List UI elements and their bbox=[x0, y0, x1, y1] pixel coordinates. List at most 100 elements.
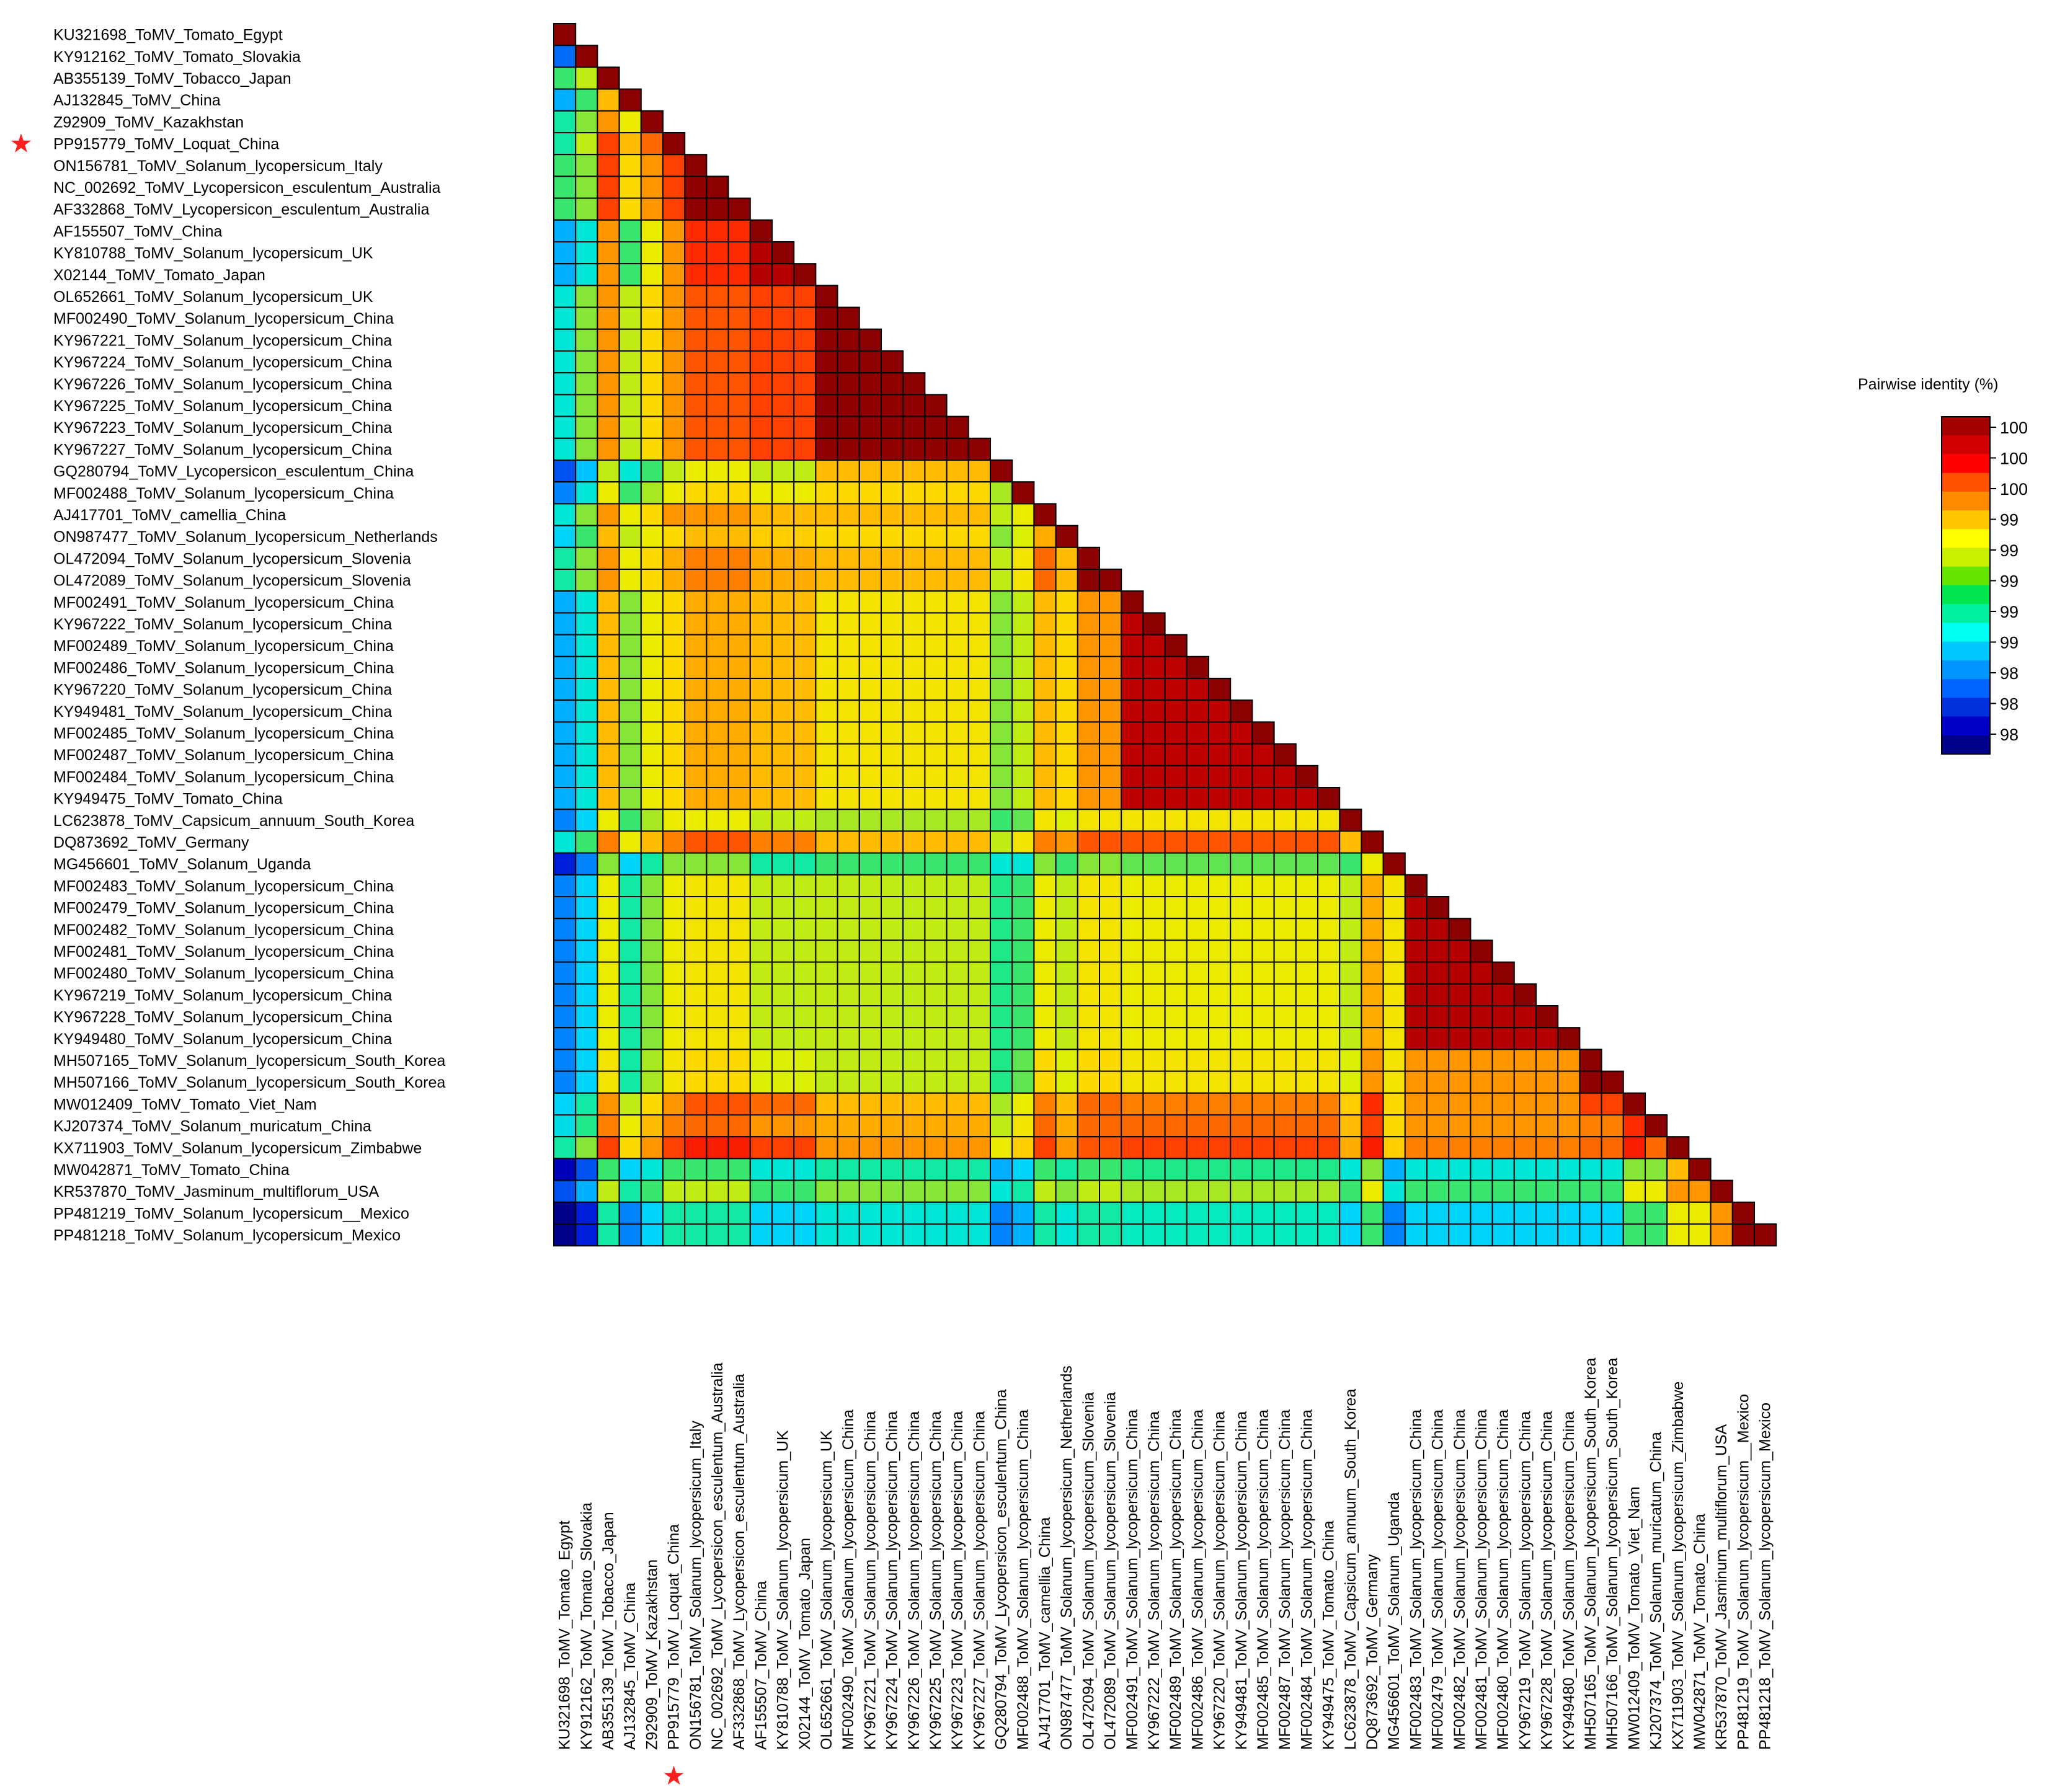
heatmap-cell bbox=[749, 918, 773, 941]
heatmap-cell bbox=[1230, 721, 1253, 745]
heatmap-cells bbox=[553, 23, 1777, 1247]
heatmap-cell bbox=[793, 590, 817, 614]
heatmap-cell bbox=[837, 1179, 860, 1203]
heatmap-cell bbox=[1361, 1223, 1384, 1247]
heatmap-cell bbox=[1404, 1201, 1428, 1225]
heatmap-cell bbox=[815, 1201, 838, 1225]
heatmap-cell bbox=[553, 372, 577, 396]
heatmap-cell bbox=[1295, 1114, 1319, 1138]
heatmap-cell bbox=[1295, 1070, 1319, 1094]
column-label: OL472089_ToMV_Solanum_lycopersicum_Slove… bbox=[1102, 1392, 1119, 1750]
heatmap-cell bbox=[1077, 874, 1101, 898]
column-label: X02144_ToMV_Tomato_Japan bbox=[796, 1538, 814, 1750]
heatmap-cell bbox=[1382, 1070, 1406, 1094]
heatmap-cell bbox=[858, 961, 882, 985]
row-label: OL472094_ToMV_Solanum_lycopersicum_Slove… bbox=[53, 550, 411, 567]
heatmap-cell bbox=[815, 678, 838, 701]
heatmap-cell bbox=[1186, 787, 1210, 810]
heatmap-cell bbox=[990, 765, 1013, 789]
heatmap-cell bbox=[706, 1070, 729, 1094]
heatmap-cell bbox=[640, 1136, 664, 1160]
heatmap-cell bbox=[881, 655, 904, 680]
heatmap-cell bbox=[706, 569, 729, 592]
heatmap-cell bbox=[990, 612, 1013, 636]
heatmap-cell bbox=[881, 852, 904, 876]
heatmap-cell bbox=[662, 197, 686, 221]
heatmap-cell bbox=[771, 1027, 795, 1050]
heatmap-cell bbox=[618, 263, 642, 286]
heatmap-cell bbox=[1491, 1158, 1515, 1181]
heatmap-cell bbox=[553, 569, 577, 592]
heatmap-cell bbox=[881, 1201, 904, 1225]
heatmap-cell bbox=[1121, 809, 1144, 832]
heatmap-cell bbox=[749, 852, 773, 876]
heatmap-cell bbox=[1208, 852, 1232, 876]
heatmap-cell bbox=[946, 765, 969, 789]
heatmap-cell bbox=[684, 1201, 708, 1225]
heatmap-cell bbox=[1251, 721, 1275, 745]
heatmap-cell bbox=[1295, 1158, 1319, 1181]
heatmap-cell bbox=[1033, 699, 1057, 723]
heatmap-cell bbox=[727, 1114, 751, 1138]
heatmap-cell bbox=[1230, 765, 1253, 789]
heatmap-cell bbox=[967, 830, 992, 854]
heatmap-cell bbox=[1033, 1136, 1057, 1160]
heatmap-cell bbox=[902, 983, 926, 1007]
heatmap-cell bbox=[1033, 721, 1057, 745]
heatmap-cell bbox=[1077, 546, 1101, 570]
heatmap-cell bbox=[793, 983, 817, 1007]
heatmap-cell bbox=[771, 655, 795, 680]
row-label: MF002487_ToMV_Solanum_lycopersicum_China bbox=[53, 747, 394, 764]
heatmap-cell bbox=[553, 459, 577, 483]
row-label: KY949480_ToMV_Solanum_lycopersicum_China bbox=[53, 1031, 392, 1048]
heatmap-cell bbox=[684, 525, 708, 548]
heatmap-cell bbox=[640, 197, 664, 221]
heatmap-cell bbox=[1579, 1092, 1602, 1116]
heatmap-cell bbox=[793, 1179, 817, 1203]
heatmap-cell bbox=[640, 1201, 664, 1225]
heatmap-cell bbox=[1121, 1027, 1144, 1050]
heatmap-cell bbox=[1208, 1223, 1232, 1247]
heatmap-cell bbox=[1645, 1201, 1668, 1225]
heatmap-cell bbox=[1121, 699, 1144, 723]
heatmap-cell bbox=[771, 1201, 795, 1225]
heatmap-cell bbox=[575, 830, 598, 854]
heatmap-cell bbox=[793, 918, 817, 941]
heatmap-cell bbox=[1208, 961, 1232, 985]
heatmap-cell bbox=[837, 1070, 860, 1094]
column-labels: KU321698_ToMV_Tomato_Egypt KY912162_ToMV_… bbox=[556, 1358, 1774, 1791]
heatmap-cell bbox=[815, 787, 838, 810]
heatmap-cell bbox=[1186, 961, 1210, 985]
heatmap-cell bbox=[1579, 1136, 1602, 1160]
heatmap-cell bbox=[1099, 655, 1122, 680]
heatmap-cell bbox=[924, 787, 948, 810]
heatmap-cell bbox=[553, 830, 577, 854]
heatmap-cell bbox=[575, 394, 598, 417]
heatmap-cell bbox=[924, 939, 948, 963]
heatmap-cell bbox=[902, 372, 926, 396]
heatmap-cell bbox=[662, 1092, 686, 1116]
heatmap-cell bbox=[575, 1179, 598, 1203]
row-label: KY967225_ToMV_Solanum_lycopersicum_China bbox=[53, 397, 392, 415]
heatmap-cell bbox=[553, 1049, 577, 1072]
heatmap-cell bbox=[1033, 896, 1057, 920]
column-label: MF002489_ToMV_Solanum_lycopersicum_China bbox=[1167, 1409, 1184, 1750]
heatmap-cell bbox=[1339, 1114, 1362, 1138]
heatmap-cell bbox=[597, 678, 620, 701]
heatmap-cell bbox=[858, 721, 882, 745]
heatmap-cell bbox=[946, 503, 969, 526]
heatmap-cell bbox=[1186, 1136, 1210, 1160]
heatmap-cell bbox=[727, 961, 751, 985]
heatmap-cell bbox=[1121, 1005, 1144, 1029]
heatmap-cell bbox=[1011, 1092, 1035, 1116]
heatmap-cell bbox=[1055, 1049, 1078, 1072]
column-label: KU321698_ToMV_Tomato_Egypt bbox=[556, 1520, 574, 1750]
heatmap-cell bbox=[1033, 1027, 1057, 1050]
column-label: AF332868_ToMV_Lycopersicon_esculentum_Au… bbox=[731, 1374, 748, 1750]
heatmap-cell bbox=[815, 285, 838, 308]
heatmap-cell bbox=[1164, 1114, 1188, 1138]
heatmap-cell bbox=[1142, 896, 1166, 920]
heatmap-cell bbox=[837, 1092, 860, 1116]
heatmap-cell bbox=[793, 721, 817, 745]
heatmap-cell bbox=[1251, 918, 1275, 941]
